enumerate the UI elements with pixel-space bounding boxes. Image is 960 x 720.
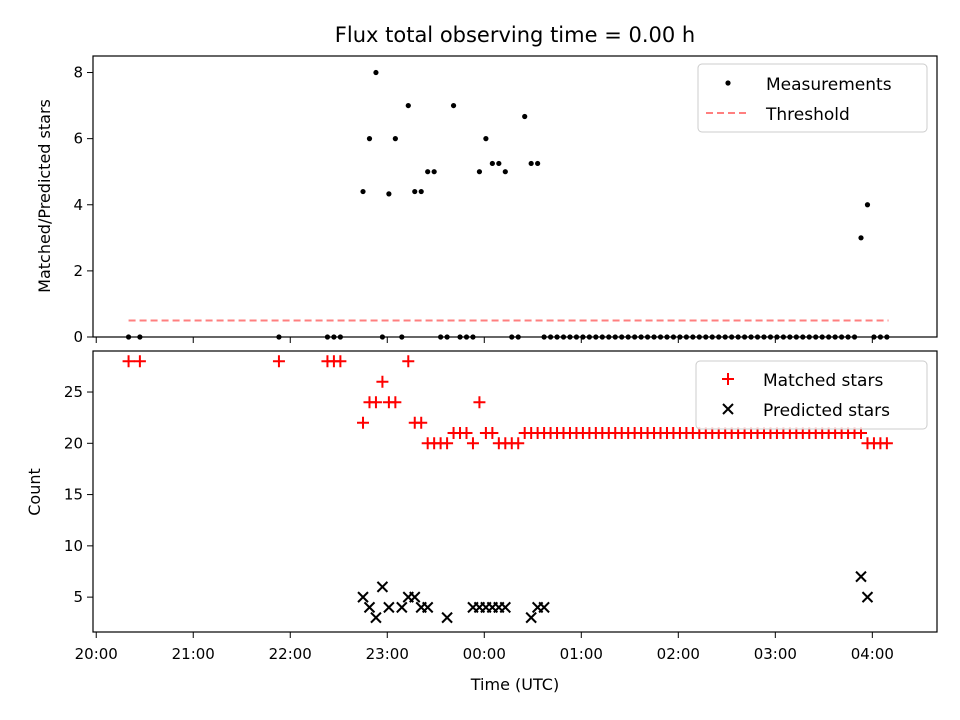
matched-star-point [334, 355, 347, 368]
measurement-point [858, 235, 864, 241]
measurement-point [405, 102, 411, 109]
bottom-legend: Matched stars Predicted stars [695, 360, 928, 430]
y-tick-label: 15 [64, 486, 83, 504]
matched-star-point [272, 355, 285, 368]
measurement-point [450, 102, 457, 109]
y-tick-label: 5 [73, 588, 83, 606]
legend-matched-marker [722, 373, 734, 385]
x-tick-label: 04:00 [851, 645, 894, 663]
matched-star-point [466, 437, 479, 450]
measurement-point [431, 169, 437, 175]
bottom-x-ticks: 20:00 21:00 22:00 23:00 00:00 01:00 02:00 03:00… [75, 632, 894, 663]
bottom-legend-frame [695, 360, 928, 430]
measurement-point [528, 160, 534, 167]
matched-star-point [122, 355, 135, 368]
measurement-point [392, 136, 398, 142]
predicted-star-point [525, 611, 537, 624]
legend-threshold-label: Threshold [765, 105, 850, 125]
matched-star-point [473, 396, 486, 409]
matched-star-point [486, 427, 499, 440]
matched-star-point [376, 375, 389, 388]
predicted-star-point [861, 591, 874, 603]
x-tick-label: 01:00 [560, 645, 603, 663]
x-tick-label: 20:00 [75, 645, 118, 663]
bottom-axes-frame [92, 350, 938, 633]
y-tick-label: 25 [64, 383, 83, 401]
x-axis-label: Time (UTC) [470, 675, 559, 694]
predicted-star-point [396, 601, 408, 614]
legend-predicted-marker [722, 403, 734, 415]
x-tick-label: 21:00 [172, 645, 215, 663]
x-tick-label: 00:00 [463, 645, 506, 663]
measurement-point [864, 202, 871, 208]
measurement-point [418, 188, 424, 195]
measurement-point [366, 136, 373, 142]
y-tick-label: 10 [64, 537, 83, 555]
measurement-point [496, 160, 502, 167]
legend-predicted-label: Predicted stars [763, 401, 890, 421]
y-tick-label: 20 [64, 434, 83, 452]
top-legend-frame [697, 63, 928, 133]
measurement-point [502, 169, 508, 175]
matched-star-point [133, 355, 146, 368]
measurement-point [522, 113, 528, 120]
x-tick-label: 23:00 [366, 645, 409, 663]
chart-title: Flux total observing time = 0.00 h [335, 23, 695, 47]
predicted-star-point [363, 601, 376, 614]
measurement-point [412, 188, 418, 195]
matched-star-point [369, 396, 382, 409]
bottom-marks [122, 355, 893, 624]
predicted-star-point [441, 611, 453, 624]
top-y-axis-label: Matched/Predicted stars [35, 99, 54, 293]
top-legend: Measurements Threshold [697, 63, 928, 133]
measurement-point [425, 169, 431, 175]
matched-star-point [441, 437, 454, 450]
y-tick-label: 6 [73, 130, 83, 148]
predicted-star-point [855, 570, 867, 583]
bottom-panel: 5 10 15 20 25 20:00 21:00 22:00 23:00 00:00 01:00… [25, 350, 938, 694]
y-tick-label: 2 [73, 262, 83, 280]
top-x-ticks [95, 337, 873, 343]
predicted-star-point [538, 601, 550, 614]
bottom-y-axis-label: Count [25, 468, 44, 516]
matched-star-point [880, 437, 893, 450]
measurement-point [373, 69, 379, 76]
legend-matched-label: Matched stars [763, 371, 883, 391]
top-panel: 0 2 4 6 8 Matched/Predicted stars Measuremen… [35, 55, 938, 346]
measurement-point [483, 136, 489, 142]
y-tick-label: 4 [73, 196, 83, 214]
y-tick-label: 0 [73, 328, 83, 346]
predicted-star-point [421, 601, 434, 614]
matched-star-point [512, 437, 525, 450]
matched-star-point [389, 396, 402, 409]
matched-star-point [415, 416, 428, 429]
predicted-star-point [376, 581, 389, 593]
matched-star-point [460, 427, 473, 440]
x-tick-label: 03:00 [754, 645, 797, 663]
top-axes-frame [92, 55, 938, 338]
measurement-point [476, 169, 483, 175]
predicted-star-point [370, 611, 382, 624]
legend-measurements-marker [725, 80, 731, 86]
measurement-point [489, 160, 495, 167]
y-tick-label: 8 [73, 64, 83, 82]
legend-measurements-label: Measurements [766, 75, 892, 95]
predicted-star-point [383, 601, 395, 614]
matched-star-point [402, 355, 415, 368]
x-tick-label: 02:00 [657, 645, 700, 663]
predicted-star-point [409, 591, 421, 603]
top-y-ticks: 0 2 4 6 8 [73, 64, 93, 346]
matched-star-point [357, 416, 370, 429]
predicted-star-point [499, 601, 512, 614]
measurement-point [386, 191, 392, 197]
measurement-point [360, 188, 366, 195]
x-tick-label: 22:00 [269, 645, 312, 663]
measurement-point [535, 160, 541, 167]
predicted-star-point [357, 591, 369, 603]
bottom-y-ticks: 5 10 15 20 25 [64, 383, 93, 606]
